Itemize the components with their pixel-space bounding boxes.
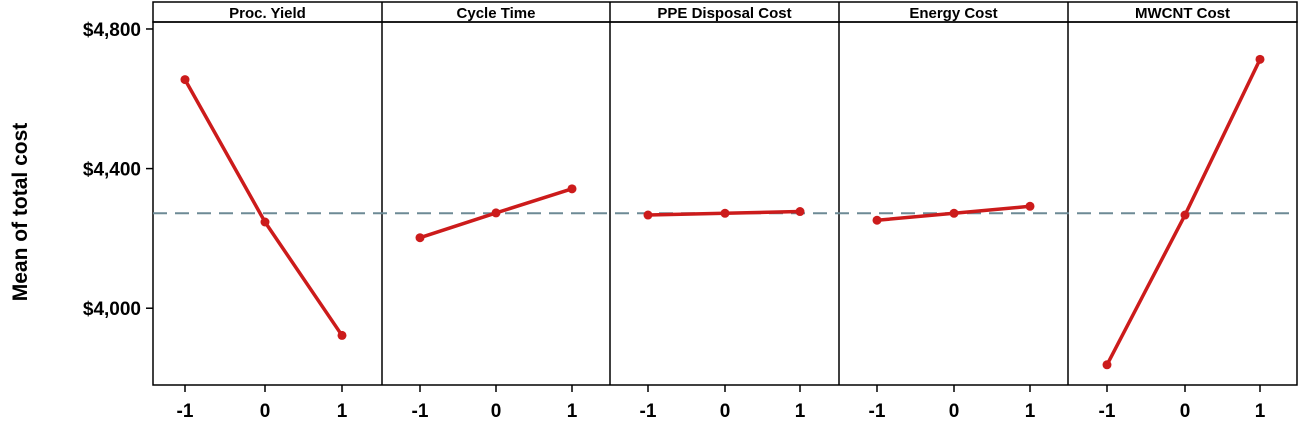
x-tick-label: 1 xyxy=(795,401,806,422)
x-tick-label: -1 xyxy=(640,401,657,422)
data-point xyxy=(872,215,882,225)
data-point xyxy=(1180,210,1190,220)
x-tick-label: 0 xyxy=(720,401,731,422)
panel-title: Energy Cost xyxy=(909,5,997,22)
data-point xyxy=(491,208,501,218)
x-tick-label: 0 xyxy=(260,401,271,422)
panel-title: PPE Disposal Cost xyxy=(657,5,791,22)
x-tick-label: 0 xyxy=(1180,401,1191,422)
panel-title: MWCNT Cost xyxy=(1135,5,1230,22)
x-tick-label: 1 xyxy=(337,401,348,422)
x-tick-label: -1 xyxy=(1099,401,1116,422)
data-point xyxy=(949,208,959,218)
data-point xyxy=(180,75,190,85)
data-point xyxy=(567,184,577,194)
data-point xyxy=(1102,360,1112,370)
x-tick-label: 0 xyxy=(491,401,502,422)
y-tick-label: $4,000 xyxy=(83,299,141,320)
data-point xyxy=(720,208,730,218)
data-point xyxy=(643,210,653,220)
panel-title: Cycle Time xyxy=(457,5,536,22)
data-point xyxy=(260,217,270,227)
x-tick-label: -1 xyxy=(177,401,194,422)
panel-title: Proc. Yield xyxy=(229,5,306,22)
data-point xyxy=(415,233,425,243)
data-point xyxy=(337,330,347,340)
data-point xyxy=(795,207,805,217)
y-axis-label: Mean of total cost xyxy=(9,123,32,302)
data-point xyxy=(1025,201,1035,211)
x-tick-label: 1 xyxy=(1255,401,1266,422)
x-tick-label: -1 xyxy=(869,401,886,422)
x-tick-label: 1 xyxy=(1025,401,1036,422)
x-tick-label: -1 xyxy=(412,401,429,422)
y-tick-label: $4,400 xyxy=(83,160,141,181)
x-tick-label: 1 xyxy=(567,401,578,422)
y-tick-label: $4,800 xyxy=(83,20,141,41)
data-point xyxy=(1255,54,1265,64)
series-line xyxy=(183,78,344,337)
plot-layer: $4,000 $4,400 $4,800 Proc. Yield -1 0 1 Cycle T… xyxy=(83,1,1298,422)
x-tick-label: 0 xyxy=(949,401,960,422)
